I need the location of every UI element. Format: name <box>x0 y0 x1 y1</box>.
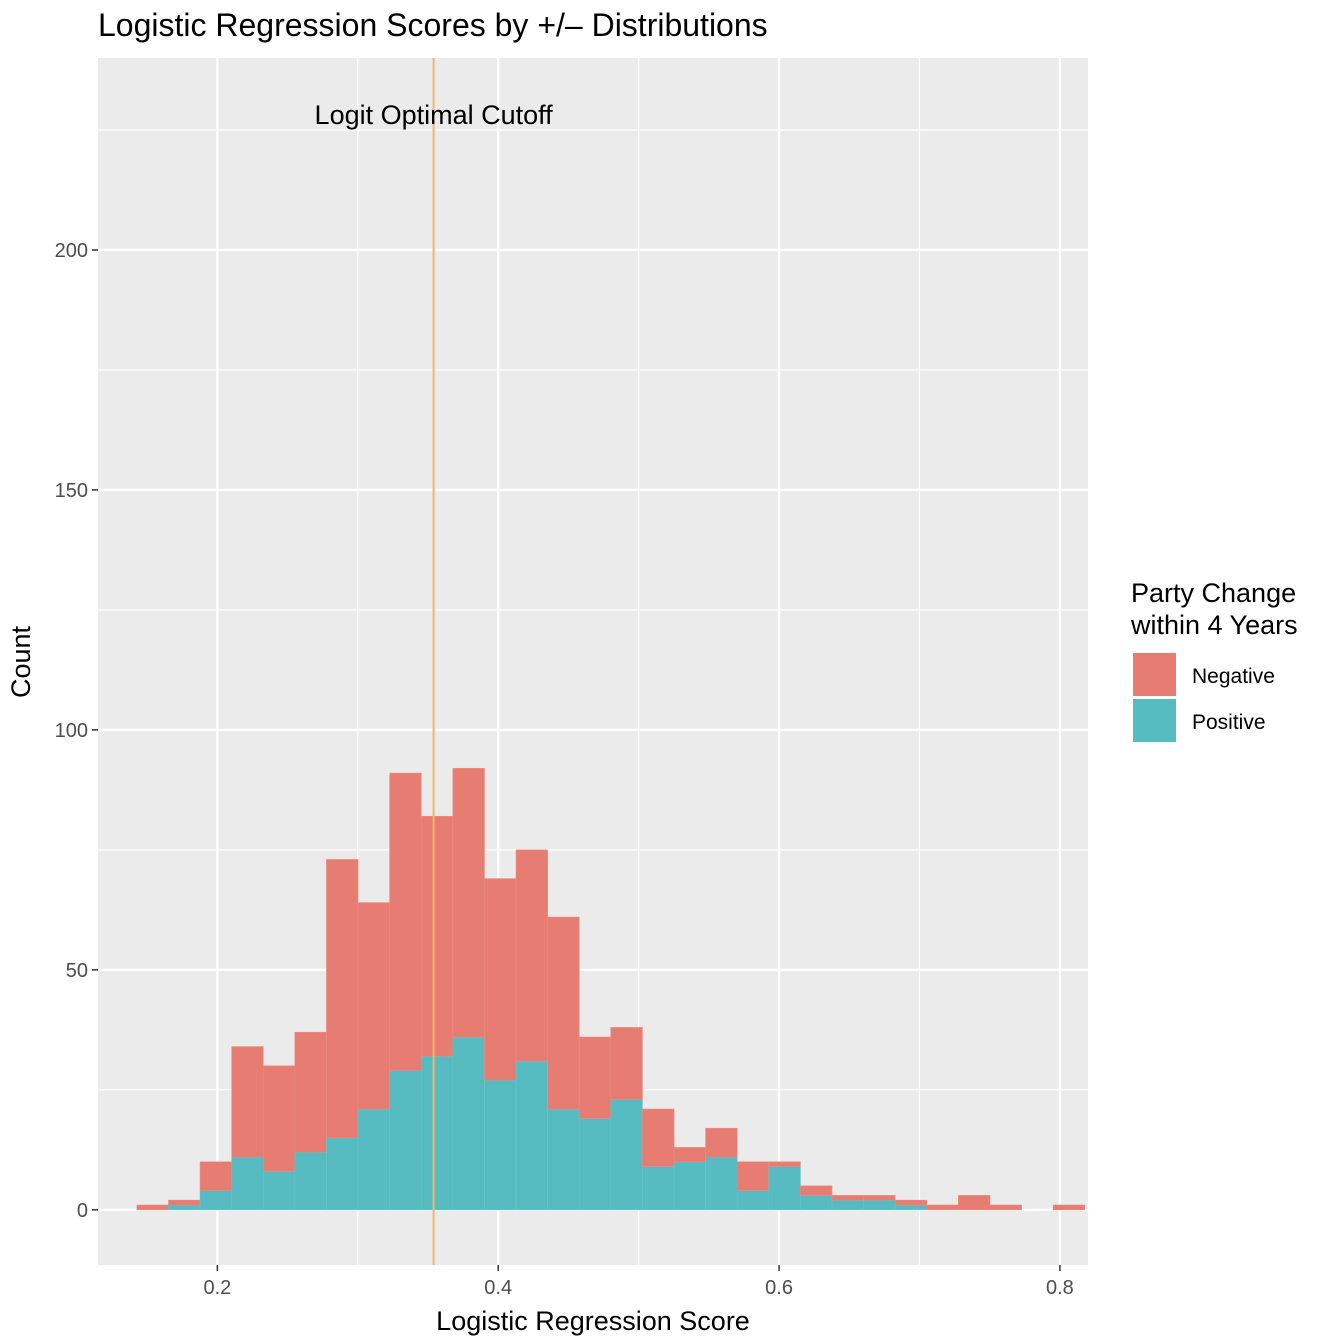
bar-positive <box>326 1137 359 1211</box>
bar-negative <box>705 1127 738 1158</box>
bar-positive <box>262 1171 296 1211</box>
x-axis-title: Logistic Regression Score <box>436 1306 750 1336</box>
bar-negative <box>642 1108 675 1167</box>
bar-positive <box>231 1156 264 1211</box>
bar-negative <box>989 1204 1022 1211</box>
x-tick-label: 0.2 <box>203 1277 231 1299</box>
bar-negative <box>736 1161 770 1191</box>
legend-label-positive: Positive <box>1192 711 1266 734</box>
x-tick-label: 0.4 <box>484 1277 512 1299</box>
x-tick-label: 0.8 <box>1046 1277 1074 1299</box>
bar-positive <box>705 1156 738 1211</box>
bar-negative <box>199 1161 232 1191</box>
y-tick-label: 150 <box>55 480 88 502</box>
bar-negative <box>452 767 485 1038</box>
bar-negative <box>326 859 359 1139</box>
bar-negative <box>357 902 390 1110</box>
y-tick-label: 200 <box>55 240 88 262</box>
bar-positive <box>863 1199 896 1211</box>
legend-key-negative <box>1133 653 1176 696</box>
bar-positive <box>768 1166 801 1211</box>
bar-positive <box>894 1204 928 1211</box>
bar-negative <box>547 916 580 1110</box>
bar-negative <box>168 1199 201 1206</box>
bar-negative <box>768 1161 801 1167</box>
bar-positive <box>484 1079 517 1211</box>
bar-negative <box>262 1065 296 1172</box>
bar-positive <box>515 1060 548 1211</box>
bar-positive <box>168 1204 201 1211</box>
bar-negative <box>894 1199 928 1206</box>
bar-positive <box>199 1190 232 1211</box>
bar-negative <box>420 815 454 1057</box>
legend-title-line1: Party Change <box>1131 578 1296 608</box>
bar-positive <box>420 1055 454 1211</box>
chart-title: Logistic Regression Scores by +/– Distri… <box>98 7 768 43</box>
bar-negative <box>294 1031 327 1153</box>
bar-negative <box>484 878 517 1081</box>
bar-negative <box>578 1036 612 1119</box>
y-axis: 0 50 100 150 200 <box>55 240 98 1222</box>
bar-positive <box>578 1118 612 1211</box>
legend-label-negative: Negative <box>1192 665 1275 688</box>
legend-key-positive <box>1133 699 1176 742</box>
bar-positive <box>831 1199 864 1211</box>
bar-positive <box>357 1108 390 1211</box>
bar-negative <box>800 1185 833 1196</box>
bar-positive <box>736 1190 770 1211</box>
bar-positive <box>800 1195 833 1211</box>
bar-negative <box>515 849 548 1062</box>
legend-title-line2: within 4 Years <box>1130 610 1298 640</box>
bar-negative <box>231 1046 264 1158</box>
y-tick-label: 0 <box>77 1200 88 1222</box>
bar-negative <box>673 1147 706 1163</box>
bar-negative <box>1052 1204 1086 1211</box>
y-tick-label: 50 <box>66 960 88 982</box>
y-tick-label: 100 <box>55 720 88 742</box>
y-axis-title: Count <box>6 625 36 698</box>
bar-negative <box>926 1204 959 1211</box>
bar-negative <box>136 1204 169 1211</box>
bar-positive <box>452 1036 485 1211</box>
bar-positive <box>642 1166 675 1211</box>
x-tick-label: 0.6 <box>765 1277 793 1299</box>
bar-positive <box>673 1161 706 1211</box>
bar-negative <box>389 772 422 1071</box>
bar-negative <box>831 1195 864 1201</box>
bar-positive <box>389 1070 422 1211</box>
bar-negative <box>863 1195 896 1201</box>
bar-positive <box>294 1151 327 1211</box>
histogram-bars <box>136 767 1086 1211</box>
bar-negative <box>610 1027 643 1100</box>
bar-negative <box>958 1195 991 1211</box>
bar-positive <box>547 1108 580 1211</box>
bar-positive <box>610 1099 643 1211</box>
legend: Party Change within 4 Years Negative Pos… <box>1130 578 1298 742</box>
cutoff-label: Logit Optimal Cutoff <box>315 100 554 130</box>
x-axis: 0.2 0.4 0.6 0.8 <box>203 1265 1074 1299</box>
